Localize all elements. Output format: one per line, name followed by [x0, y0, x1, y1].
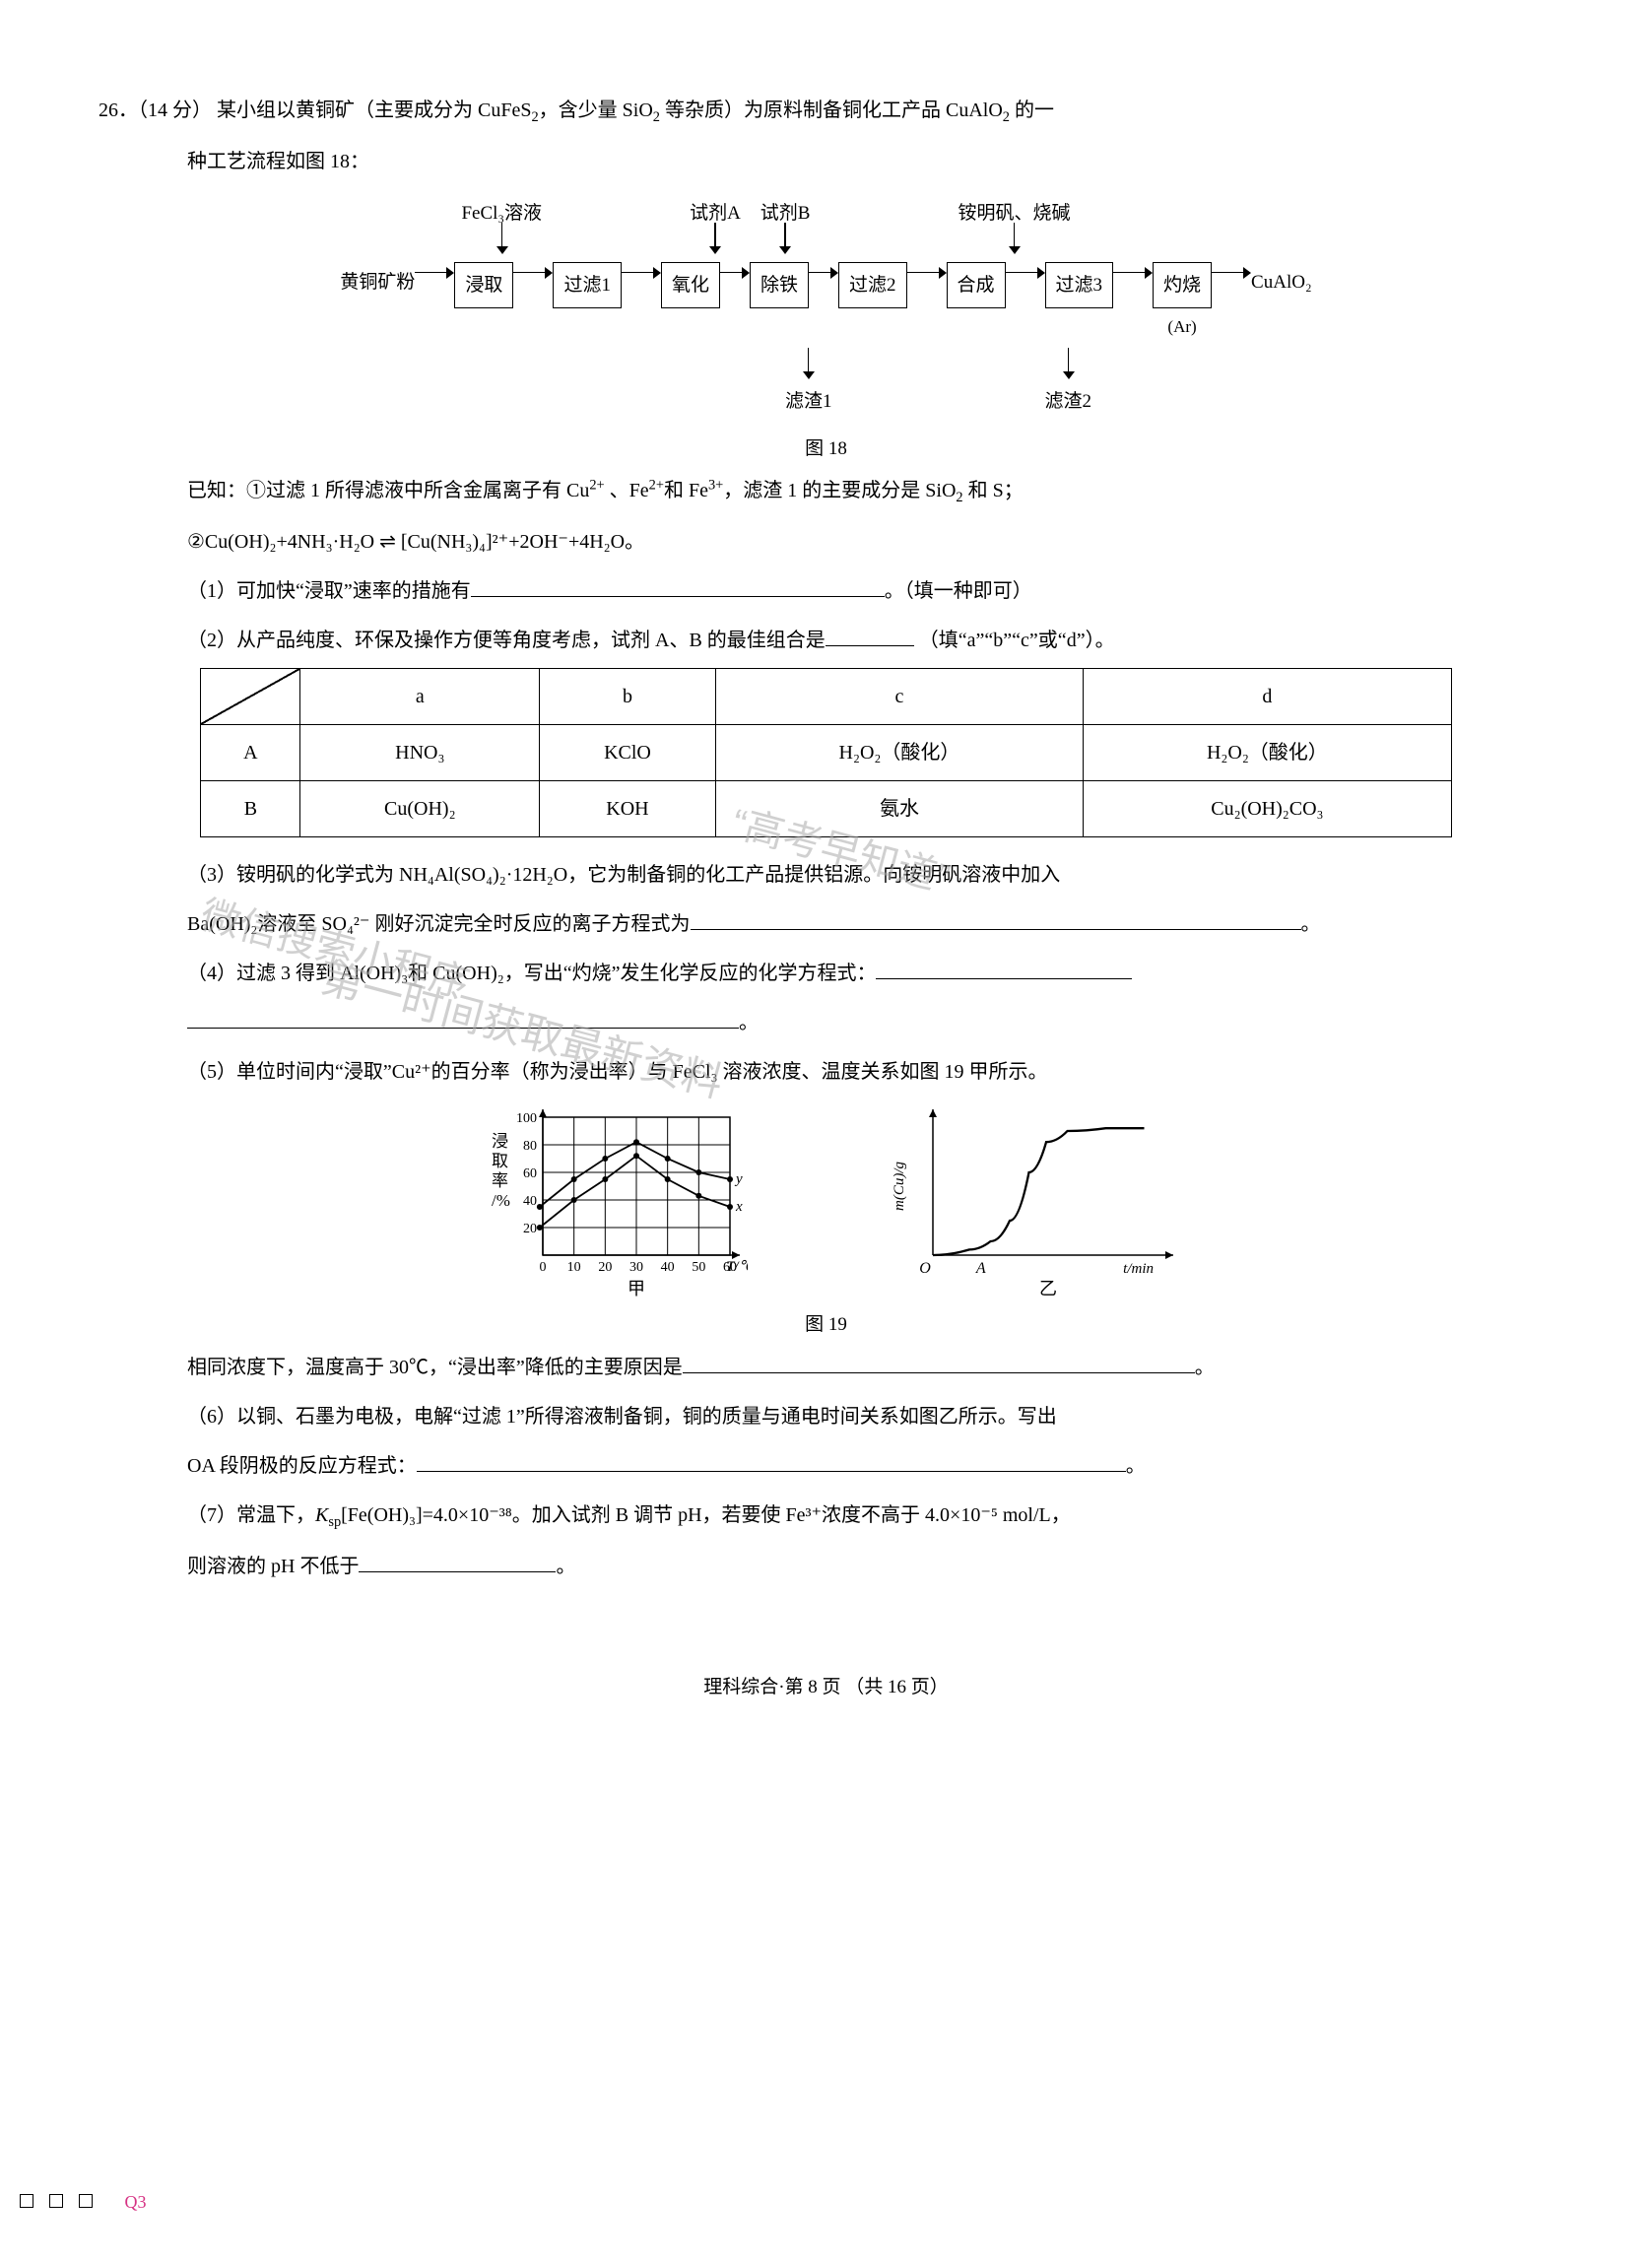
- flow-box-7: 过滤3: [1045, 262, 1114, 309]
- svg-text:10: 10: [566, 1260, 580, 1275]
- svg-text:m(Cu)/g: m(Cu)/g: [892, 1162, 907, 1211]
- svg-text:40: 40: [523, 1194, 537, 1209]
- fig19-caption: 图 19: [99, 1304, 1553, 1346]
- svg-text:A: A: [974, 1260, 985, 1277]
- blank-4b[interactable]: [187, 1027, 739, 1029]
- svg-text:率: 率: [492, 1171, 508, 1190]
- q-points: （14 分）: [138, 100, 212, 121]
- fig18-caption: 图 18: [99, 429, 1553, 470]
- blank-7[interactable]: [359, 1570, 556, 1572]
- q-number: 26．: [99, 100, 138, 121]
- part-7b: 则溶液的 pH 不低于。: [99, 1545, 1553, 1588]
- part-6b: OA 段阴极的反应方程式：。: [99, 1444, 1553, 1488]
- svg-text:20: 20: [598, 1260, 612, 1275]
- part-3a: （3）铵明矾的化学式为 NH₄Al(SO₄)₂·12H₂O，它为制备铜的化工产品…: [99, 853, 1553, 897]
- svg-text:30: 30: [629, 1260, 643, 1275]
- svg-text:100: 100: [516, 1111, 537, 1126]
- blank-1[interactable]: [471, 595, 885, 597]
- svg-text:y: y: [734, 1171, 743, 1187]
- known-1: 已知：①过滤 1 所得滤液中所含金属离子有 Cu2+ 、Fe2+和 Fe3+，滤…: [99, 469, 1553, 514]
- flow-box-3: 氧化: [661, 262, 720, 309]
- svg-text:O: O: [919, 1260, 931, 1277]
- flow-box-4: 除铁: [750, 262, 809, 309]
- part-7a: （7）常温下，Ksp[Fe(OH)₃]=4.0×10⁻³⁸。加入试剂 B 调节 …: [99, 1494, 1553, 1539]
- chart-yi: O At/min m(Cu)/g 乙: [886, 1103, 1181, 1300]
- svg-text:取: 取: [492, 1152, 508, 1170]
- fig19-charts: 010203040506020406080100yx浸取率/%T/℃甲 OAt/…: [99, 1103, 1553, 1300]
- blank-6[interactable]: [417, 1470, 1126, 1472]
- col-b: b: [540, 669, 716, 725]
- table-row: A HNO₃ KClO H₂O₂（酸化） H₂O₂（酸化）: [201, 725, 1451, 781]
- chart-jia: 010203040506020406080100yx浸取率/%T/℃甲: [472, 1103, 748, 1300]
- blank-4a[interactable]: [876, 977, 1132, 979]
- svg-text:0: 0: [539, 1260, 546, 1275]
- option-table: a b c d A HNO₃ KClO H₂O₂（酸化） H₂O₂（酸化） B …: [200, 668, 1451, 837]
- svg-text:20: 20: [523, 1222, 537, 1236]
- part-5a: （5）单位时间内“浸取”Cu²⁺的百分率（称为浸出率）与 FeCl₃ 溶液浓度、…: [99, 1050, 1553, 1094]
- flow-box-8: 灼烧: [1153, 262, 1212, 309]
- svg-text:甲: 甲: [628, 1279, 645, 1298]
- col-d: d: [1084, 669, 1451, 725]
- table-row: B Cu(OH)₂ KOH 氨水 Cu₂(OH)₂CO₃: [201, 781, 1451, 837]
- part-6a: （6）以铜、石墨为电极，电解“过滤 1”所得溶液制备铜，铜的质量与通电时间关系如…: [99, 1395, 1553, 1438]
- svg-text:/%: /%: [492, 1191, 510, 1210]
- svg-text:x: x: [735, 1199, 743, 1215]
- part-1: （1）可加快“浸取”速率的措施有。（填一种即可）: [99, 569, 1553, 613]
- part-5b: 相同浓度下，温度高于 30℃，“浸出率”降低的主要原因是。: [99, 1346, 1553, 1389]
- part-3b: Ba(OH)₂溶液至 SO₄²⁻ 刚好沉淀完全时反应的离子方程式为。: [99, 902, 1553, 946]
- svg-text:50: 50: [692, 1260, 705, 1275]
- svg-text:T/℃: T/℃: [726, 1259, 748, 1275]
- col-c: c: [715, 669, 1083, 725]
- flow-box-1: 浸取: [454, 262, 513, 309]
- svg-text:40: 40: [660, 1260, 674, 1275]
- section-marker: Q3: [125, 2192, 147, 2212]
- table-diag: [201, 669, 300, 725]
- svg-text:t/min: t/min: [1123, 1261, 1154, 1277]
- flow-input: 黄铜矿粉: [340, 262, 415, 303]
- flow-box-6: 合成: [947, 262, 1006, 309]
- svg-text:80: 80: [523, 1139, 537, 1154]
- svg-text:60: 60: [523, 1166, 537, 1181]
- part-4a: （4）过滤 3 得到 Al(OH)₃和 Cu(OH)₂，写出“灼烧”发生化学反应…: [99, 952, 1553, 995]
- svg-text:浸: 浸: [492, 1132, 508, 1151]
- col-a: a: [300, 669, 540, 725]
- flow-box-2: 过滤1: [553, 262, 622, 309]
- blank-5[interactable]: [683, 1371, 1195, 1373]
- page-footer: 理科综合·第 8 页 （共 16 页）: [99, 1667, 1553, 1708]
- question-stem-2: 种工艺流程如图 18：: [99, 140, 1553, 183]
- part-4b: 。: [99, 1001, 1553, 1044]
- blank-3[interactable]: [691, 928, 1301, 930]
- flow-output: CuAlO₂: [1251, 262, 1312, 303]
- part-2: （2）从产品纯度、环保及操作方便等角度考虑，试剂 A、B 的最佳组合是 （填“a…: [99, 619, 1553, 662]
- flow-box-5: 过滤2: [838, 262, 907, 309]
- blank-2[interactable]: [826, 644, 914, 646]
- question-stem: 26．（14 分） 某小组以黄铜矿（主要成分为 CuFeS2，含少量 SiO2 …: [99, 89, 1553, 134]
- page-marker: Q3: [20, 2183, 147, 2223]
- svg-text:乙: 乙: [1039, 1279, 1057, 1298]
- known-2: ②Cu(OH)₂+4NH₃·H₂O ⇌ [Cu(NH₃)₄]²⁺+2OH⁻+4H…: [99, 520, 1553, 564]
- flowchart-fig18: FeCl₃溶液 试剂A 试剂B 铵明矾、烧碱 黄铜矿粉 浸取 过滤1 氧化: [99, 193, 1553, 470]
